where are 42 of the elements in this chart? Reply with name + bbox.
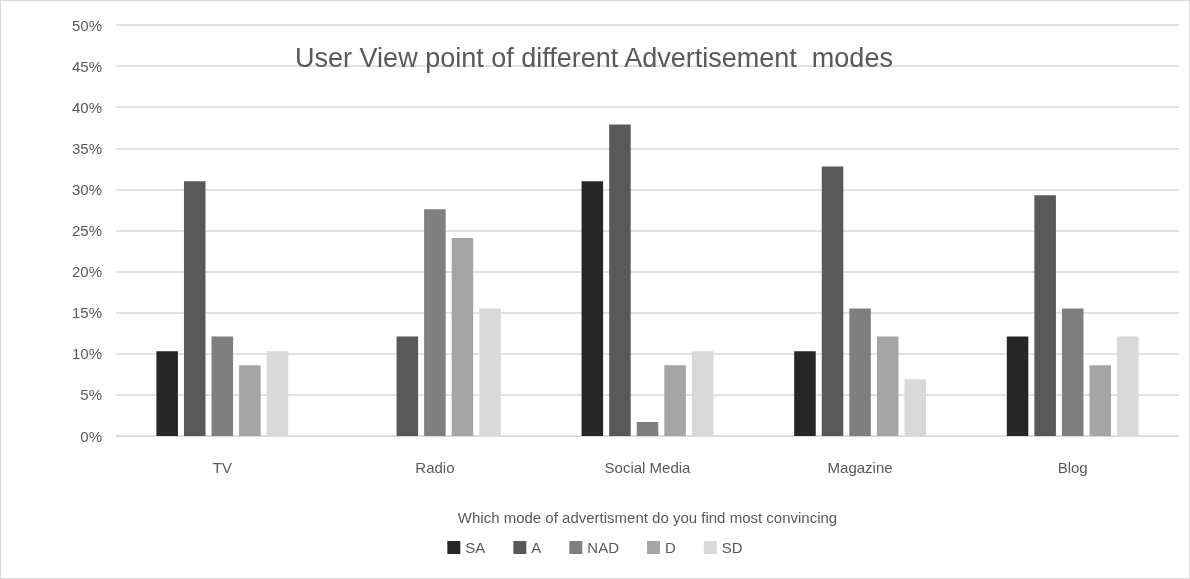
x-tick-label: Magazine bbox=[827, 459, 893, 476]
legend-label: SD bbox=[721, 539, 743, 556]
y-tick-label: 15% bbox=[71, 304, 102, 322]
legend-label: D bbox=[665, 539, 677, 556]
y-tick-label: 0% bbox=[80, 427, 102, 445]
bar bbox=[424, 209, 446, 436]
x-tick-label: Radio bbox=[415, 459, 455, 476]
bar bbox=[876, 336, 899, 436]
bar bbox=[849, 308, 871, 436]
y-tick-label: 10% bbox=[71, 345, 102, 363]
bar bbox=[396, 336, 419, 436]
bar bbox=[211, 336, 234, 436]
bar bbox=[664, 365, 686, 436]
y-tick-label: 25% bbox=[71, 222, 102, 239]
bar bbox=[1061, 308, 1084, 436]
y-tick-label: 20% bbox=[71, 263, 102, 281]
y-tick-label: 30% bbox=[71, 180, 102, 198]
bar bbox=[1006, 336, 1029, 436]
legend-label: SA bbox=[465, 539, 486, 556]
y-tick-label: 5% bbox=[80, 386, 102, 404]
x-tick-label: Social Media bbox=[604, 459, 692, 476]
bar bbox=[239, 365, 261, 436]
x-tick-label: Blog bbox=[1057, 459, 1088, 476]
y-tick-label: 35% bbox=[71, 139, 102, 157]
y-tick-label: 40% bbox=[71, 98, 102, 116]
bar bbox=[609, 124, 631, 436]
bar bbox=[581, 181, 604, 436]
bar bbox=[183, 181, 206, 436]
y-tick-label: 50% bbox=[71, 16, 102, 34]
bar bbox=[1089, 365, 1112, 436]
text: User View point of different Advertisement modes bbox=[295, 42, 893, 73]
x-axis-title: Which mode of advertisment do you find most convincing bbox=[457, 509, 838, 526]
y-tick-label: 45% bbox=[71, 57, 102, 75]
legend-label: A bbox=[531, 539, 542, 556]
x-tick-label: TV bbox=[212, 459, 232, 476]
legend-label: NAD bbox=[587, 539, 620, 556]
bar bbox=[636, 422, 659, 436]
bar bbox=[1034, 195, 1056, 436]
bar bbox=[451, 237, 474, 436]
bar bbox=[156, 351, 178, 436]
bar bbox=[794, 351, 816, 436]
bar bbox=[821, 166, 844, 436]
